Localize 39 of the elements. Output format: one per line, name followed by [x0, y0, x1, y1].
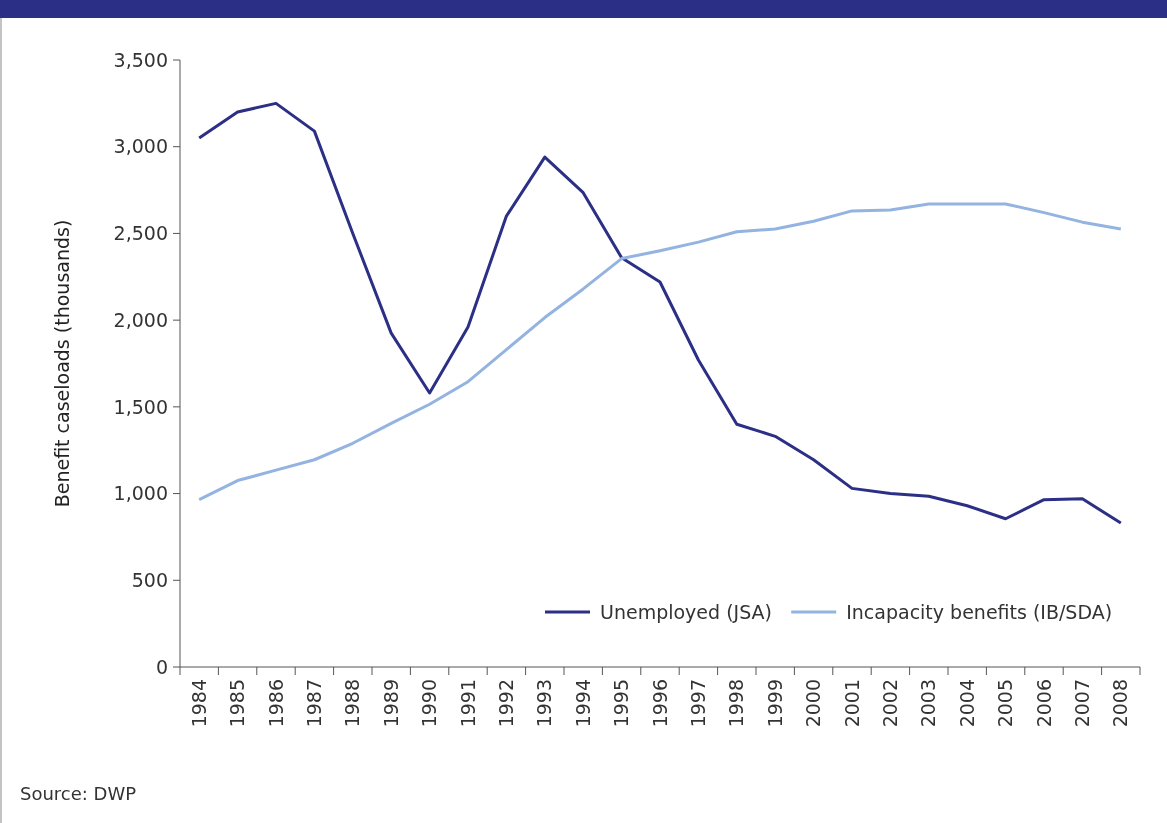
- x-tick-label: 1987: [303, 679, 326, 728]
- x-tick-label: 1998: [725, 679, 748, 728]
- x-tick-label: 1995: [610, 679, 633, 728]
- y-tick-label: 1,500: [113, 395, 168, 418]
- x-tick-label: 1996: [648, 679, 671, 728]
- line-series: [197, 202, 1123, 502]
- y-tick-label: 2,500: [113, 222, 168, 245]
- source-note: Source: DWP: [20, 783, 137, 804]
- y-tick-label: 3,000: [113, 135, 168, 158]
- line-series: [197, 101, 1123, 525]
- x-tick-label: 2005: [994, 679, 1017, 728]
- x-tick-label: 2001: [840, 679, 863, 728]
- y-tick-label: 3,500: [113, 48, 168, 71]
- y-tick-label: 500: [131, 568, 168, 591]
- x-tick-label: 2006: [1032, 679, 1055, 728]
- x-tick-label: 1999: [763, 679, 786, 728]
- x-tick-label: 1992: [495, 679, 518, 728]
- x-tick-label: 1990: [418, 679, 441, 728]
- x-tick-label: 1994: [571, 679, 594, 728]
- y-tick-label: 0: [155, 655, 168, 678]
- x-tick-label: 2007: [1071, 679, 1094, 728]
- y-tick-label: 1,000: [113, 482, 168, 505]
- legend-label: Unemployed (JSA): [600, 600, 772, 623]
- x-tick-label: 2004: [955, 679, 978, 728]
- x-tick-label: 2008: [1109, 679, 1132, 728]
- legend-label: Incapacity benefits (IB/SDA): [846, 600, 1113, 623]
- x-tick-label: 1997: [687, 679, 710, 728]
- x-tick-label: 1988: [341, 679, 364, 728]
- x-tick-label: 1991: [456, 679, 479, 728]
- x-tick-label: 2002: [879, 679, 902, 728]
- x-tick-label: 2000: [802, 679, 825, 728]
- x-tick-label: 2003: [917, 679, 940, 728]
- x-tick-label: 1989: [379, 679, 402, 728]
- x-tick-label: 1985: [226, 679, 249, 728]
- y-axis-title: Benefit caseloads (thousands): [50, 219, 73, 508]
- y-tick-label: 2,000: [113, 308, 168, 331]
- x-tick-label: 1984: [187, 679, 210, 728]
- x-tick-label: 1993: [533, 679, 556, 728]
- x-tick-label: 1986: [264, 679, 287, 728]
